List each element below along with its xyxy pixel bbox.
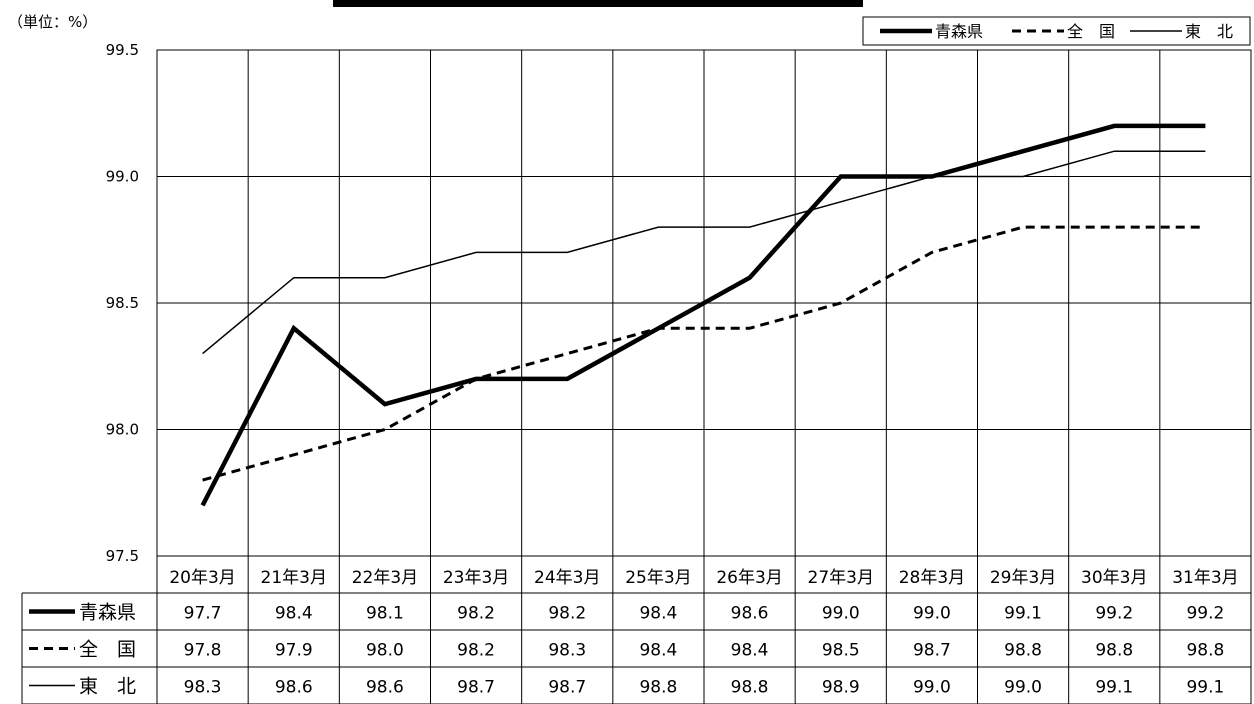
table-cell-value: 98.3 — [548, 641, 586, 661]
table-cell-value: 98.3 — [184, 678, 222, 698]
table-cell-value: 98.6 — [275, 678, 313, 698]
legend-entry: 青森県 — [935, 22, 983, 41]
category-label: 29年3月 — [990, 568, 1056, 588]
legend-entry: 東 北 — [1185, 22, 1233, 41]
legend-entry: 全 国 — [1067, 22, 1115, 41]
table-cell-value: 98.7 — [913, 641, 951, 661]
table-cell-value: 98.2 — [548, 604, 586, 624]
table-cell-value: 98.0 — [366, 641, 404, 661]
table-cell-value: 98.6 — [366, 678, 404, 698]
table-cell-value: 99.0 — [822, 604, 860, 624]
table-cell-value: 98.6 — [731, 604, 769, 624]
category-label: 27年3月 — [808, 568, 874, 588]
category-label: 22年3月 — [352, 568, 418, 588]
table-cell-value: 99.1 — [1095, 678, 1133, 698]
series-line — [202, 225, 1206, 482]
category-label: 31年3月 — [1172, 568, 1238, 588]
table-series-name: 全 国 — [79, 639, 136, 661]
series-line — [200, 123, 1206, 507]
category-label: 28年3月 — [899, 568, 965, 588]
table-cell-value: 98.4 — [275, 604, 313, 624]
title-bar-decoration — [333, 0, 863, 7]
table-cell-value: 99.0 — [913, 604, 951, 624]
table-cell-value: 99.2 — [1095, 604, 1133, 624]
table-cell-value: 98.1 — [366, 604, 404, 624]
table-cell-value: 98.4 — [639, 604, 677, 624]
table-cell-value: 99.0 — [1004, 678, 1042, 698]
table-cell-value: 99.0 — [913, 678, 951, 698]
table-cell-value: 98.4 — [731, 641, 769, 661]
table-cell-value: 99.1 — [1186, 678, 1224, 698]
table-cell-value: 97.7 — [184, 604, 222, 624]
y-tick-label: 99.5 — [106, 41, 139, 59]
y-tick-label: 99.0 — [106, 168, 139, 186]
category-label: 24年3月 — [534, 568, 600, 588]
table-series-name: 青森県 — [79, 602, 136, 624]
category-label: 21年3月 — [261, 568, 327, 588]
table-cell-value: 99.1 — [1004, 604, 1042, 624]
table-cell-value: 98.8 — [1186, 641, 1224, 661]
category-label: 20年3月 — [169, 568, 235, 588]
series-line — [202, 150, 1206, 355]
table-cell-value: 98.8 — [639, 678, 677, 698]
category-label: 23年3月 — [443, 568, 509, 588]
unit-label: （単位：%） — [8, 13, 97, 31]
table-cell-value: 98.8 — [1004, 641, 1042, 661]
table-cell-value: 99.2 — [1186, 604, 1224, 624]
y-tick-label: 97.5 — [106, 547, 139, 565]
category-label: 26年3月 — [716, 568, 782, 588]
table-cell-value: 98.7 — [457, 678, 495, 698]
table-cell-value: 98.8 — [731, 678, 769, 698]
table-cell-value: 97.9 — [275, 641, 313, 661]
y-tick-label: 98.0 — [106, 421, 139, 439]
table-cell-value: 98.7 — [548, 678, 586, 698]
table-series-name: 東 北 — [79, 676, 136, 698]
table-cell-value: 98.5 — [822, 641, 860, 661]
table-cell-value: 98.4 — [639, 641, 677, 661]
table-cell-value: 98.9 — [822, 678, 860, 698]
table-cell-value: 97.8 — [184, 641, 222, 661]
table-cell-value: 98.2 — [457, 604, 495, 624]
category-label: 30年3月 — [1081, 568, 1147, 588]
category-label: 25年3月 — [625, 568, 691, 588]
y-tick-label: 98.5 — [106, 294, 139, 312]
table-cell-value: 98.2 — [457, 641, 495, 661]
table-cell-value: 98.8 — [1095, 641, 1133, 661]
